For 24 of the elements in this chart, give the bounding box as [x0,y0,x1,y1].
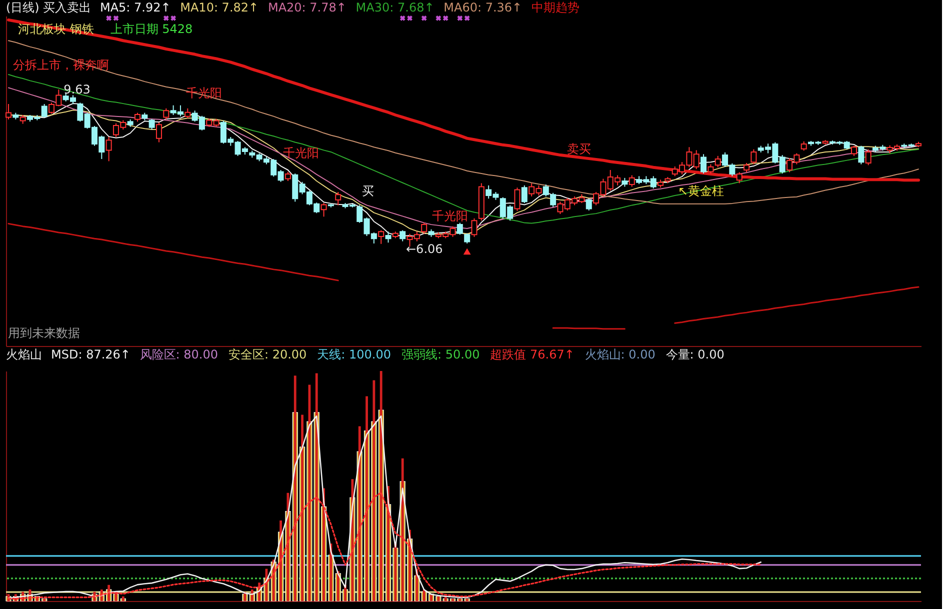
annotation: 千光阳 [283,146,319,160]
text: MA30: 7.68↑ [356,0,434,14]
text: MA5: 7.92↑ [100,0,171,14]
text: 中期趋势 [531,0,580,14]
chart-title: 火焰山 [6,348,42,362]
text: 火焰山: 0.00 [584,348,656,362]
text: 安全区: 20.00 [228,348,307,362]
annotation: 用到未来数据 [8,326,80,340]
annotation: 买 [362,184,374,198]
text: MA10: 7.82↑ [180,0,259,14]
text: MSD: 87.26↑ [51,348,130,362]
text: 强弱线: 50.00 [402,348,480,362]
annotation: 千光阳 [432,209,468,223]
annotation: 上市日期 5428 [110,22,193,36]
annotation: ←6.06 [406,242,443,256]
annotation: 9.63 [64,82,90,96]
text: 天线: 100.00 [317,348,392,362]
annotation: 卖买 [567,142,591,156]
text: MA60: 7.36↑ [444,0,522,14]
text: 超跌值 76.67↑ [490,348,574,362]
chart-title: (日线) 买入卖出 [6,0,92,14]
text: 今量: 0.00 [666,348,724,362]
text: MA20: 7.78↑ [268,0,346,14]
text: 风险区: 80.00 [140,348,218,362]
